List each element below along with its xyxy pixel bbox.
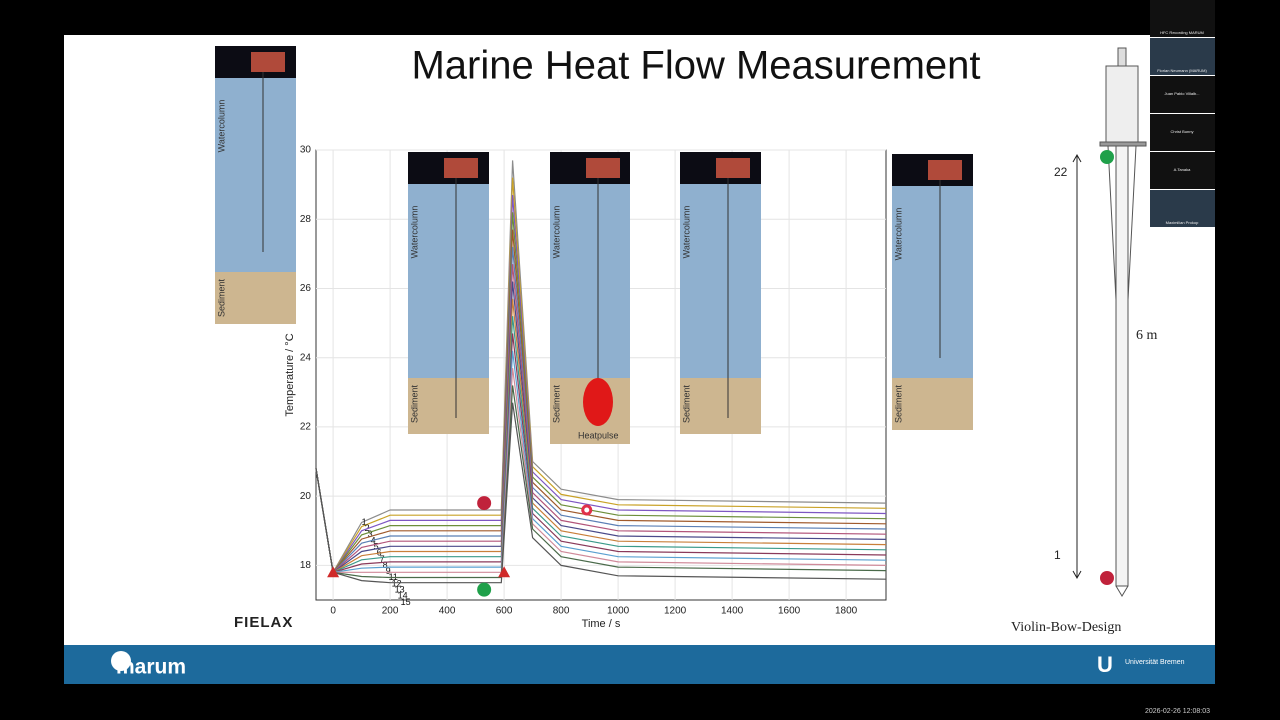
inset-water-label: Watercolumn: [893, 208, 903, 261]
participant-name: Florian Neumann (MARUM): [1157, 68, 1207, 73]
logo-uni: Universität Bremen: [1125, 659, 1185, 666]
y-tick-label: 30: [300, 145, 312, 156]
x-tick-label: 1600: [778, 606, 801, 617]
inset-water: [892, 186, 973, 378]
uni-icon: U: [1097, 652, 1113, 677]
inset-water: [408, 184, 489, 378]
series-label: 3: [368, 529, 373, 539]
inset-water: [680, 184, 761, 378]
slide-title: Marine Heat Flow Measurement: [411, 44, 980, 88]
inset-ship: [444, 158, 478, 178]
inset-water: [550, 184, 630, 378]
participant-tile: [1150, 76, 1215, 113]
probe-bottom-label: 1: [1054, 548, 1061, 562]
y-tick-label: 22: [300, 422, 312, 433]
marker: [498, 566, 511, 578]
x-tick-label: 200: [382, 606, 399, 617]
inset-sediment-label: Sediment: [216, 278, 226, 317]
inset-ship: [928, 160, 962, 180]
timestamp: 2026-02-26 12:08:03: [1145, 708, 1210, 715]
x-axis-label: Time / s: [582, 618, 621, 630]
inset-note: Heatpulse: [578, 430, 619, 440]
series-label: 9: [386, 566, 391, 576]
inset-sediment: [215, 272, 296, 324]
series-label: 1: [362, 517, 367, 527]
series-label: 7: [380, 554, 385, 564]
participant-name: Maximilian Prokop: [1166, 220, 1199, 225]
series-label: 12: [392, 578, 402, 588]
inset-sediment-label: Sediment: [681, 384, 691, 423]
inset: Watercolumn Sediment: [892, 154, 973, 430]
series-label: 2: [365, 523, 370, 533]
participant-tile: [1150, 114, 1215, 151]
probe-top-label: 22: [1054, 165, 1068, 179]
y-axis-label: Temperature / °C: [284, 333, 296, 416]
y-tick-label: 20: [300, 491, 312, 502]
y-tick-label: 18: [300, 560, 312, 571]
series-label: 15: [401, 597, 411, 607]
inset: Watercolumn Sediment: [408, 152, 489, 434]
inset: Watercolumn Sediment: [215, 46, 296, 324]
series-label: 13: [395, 585, 405, 595]
series-line: [315, 385, 887, 579]
inset-sediment-label: Sediment: [551, 384, 561, 423]
probe-bottom-dot: [1100, 571, 1114, 585]
inset-sediment: [408, 378, 489, 434]
series-label: 8: [383, 560, 388, 570]
x-tick-label: 1000: [607, 606, 630, 617]
marker: [581, 504, 593, 516]
inset-ship: [251, 52, 285, 72]
series-line: [315, 350, 887, 573]
inset: Watercolumn Sediment Heatpulse: [550, 152, 630, 444]
x-tick-label: 400: [439, 606, 456, 617]
inset-ship: [716, 158, 750, 178]
participant-tile: [1150, 190, 1215, 227]
inset-sediment: [680, 378, 761, 434]
logo-marum: marum: [116, 656, 186, 679]
inset-sediment: [892, 378, 973, 430]
inset: Watercolumn Sediment: [680, 152, 761, 434]
probe-length: 6 m: [1136, 328, 1158, 343]
series-line: [315, 368, 887, 573]
inset-water-label: Watercolumn: [551, 206, 561, 259]
x-tick-label: 1200: [664, 606, 687, 617]
inset-water-label: Watercolumn: [681, 206, 691, 259]
inset-sediment-label: Sediment: [893, 384, 903, 423]
x-tick-label: 1400: [721, 606, 744, 617]
probe-top-dot: [1100, 150, 1114, 164]
participant-name: Juan Pablo Villalb...: [1164, 91, 1199, 96]
probe-caption: Violin-Bow-Design: [1011, 620, 1121, 635]
y-tick-label: 24: [300, 352, 312, 363]
marker: [477, 582, 492, 597]
inset-water-label: Watercolumn: [409, 206, 419, 259]
heatpulse: [583, 378, 613, 426]
series-label: 5: [374, 541, 379, 551]
participant-tile: [1150, 152, 1215, 189]
marum-icon: [111, 651, 131, 671]
y-tick-label: 26: [300, 283, 312, 294]
participant-tile: [1150, 0, 1215, 37]
y-tick-label: 28: [300, 214, 312, 225]
x-tick-label: 600: [496, 606, 513, 617]
marker: [327, 566, 340, 578]
inset-sediment-label: Sediment: [409, 384, 419, 423]
x-tick-label: 800: [553, 606, 570, 617]
marker: [477, 496, 492, 511]
inset-water-label: Watercolumn: [216, 100, 226, 153]
x-tick-label: 0: [330, 606, 336, 617]
logo-fielax: FIELAX: [234, 614, 293, 631]
x-tick-label: 1800: [835, 606, 858, 617]
participant-tile: [1150, 38, 1215, 75]
inset-water: [215, 78, 296, 272]
series-line: [315, 402, 887, 584]
footer-band: [64, 645, 1215, 684]
participant-name: A.Tanaka: [1174, 167, 1191, 172]
participant-name: Christ Bunny: [1171, 129, 1194, 134]
probe: [1072, 47, 1147, 597]
participant-name: HFC Recording MARUM: [1160, 30, 1204, 35]
series-label: 14: [398, 591, 408, 601]
inset-ship: [586, 158, 620, 178]
